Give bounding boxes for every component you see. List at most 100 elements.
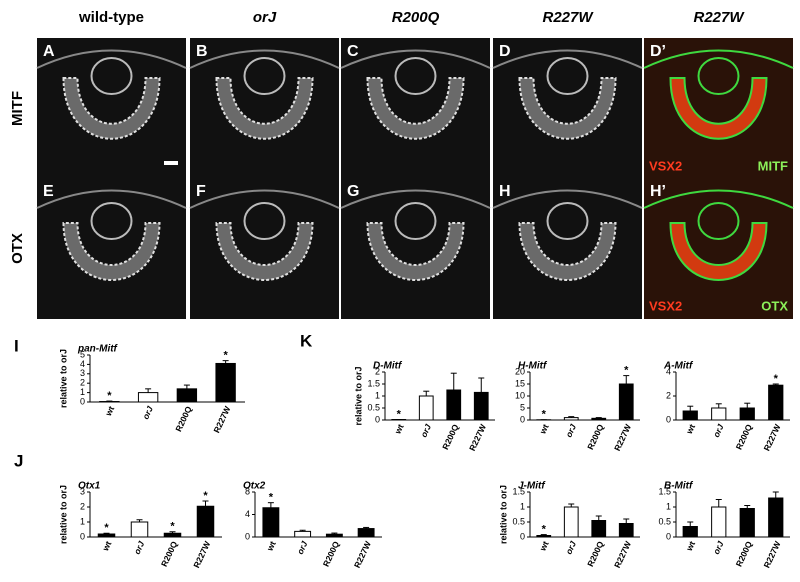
column-header: R227W: [542, 9, 594, 26]
y-tick-label: 1: [80, 516, 85, 526]
y-tick-label: 0.5: [658, 516, 671, 526]
y-tick-label: 1: [520, 501, 525, 511]
bar: [711, 506, 727, 538]
y-tick-label: 0: [666, 531, 671, 541]
y-tick-label: 5: [520, 402, 525, 412]
bar: [357, 528, 375, 538]
y-tick-label: 2: [375, 366, 380, 376]
column-header: R227W: [693, 9, 745, 26]
bar: [130, 521, 149, 538]
y-tick-label: 2: [80, 501, 85, 511]
x-tick-label: wt: [537, 539, 551, 553]
bar: [215, 362, 236, 403]
panel-letter: D’: [650, 43, 666, 60]
micrograph: [341, 178, 490, 319]
surface-ectoderm: [36, 49, 187, 69]
bar: [196, 505, 215, 538]
significance-mark: *: [223, 350, 228, 362]
y-tick-label: 0: [520, 531, 525, 541]
chart-title: J-Mitf: [518, 481, 546, 492]
x-tick-label: R200Q: [585, 539, 606, 568]
bar: [618, 383, 634, 421]
y-tick-label: 10: [515, 390, 525, 400]
x-tick-label: wt: [684, 539, 698, 553]
x-tick-label: R200Q: [173, 404, 194, 433]
bar: [418, 395, 434, 421]
micrograph: [190, 178, 339, 319]
panel-letter: A: [43, 43, 55, 60]
surface-ectoderm: [340, 49, 491, 69]
panel-letter: H’: [650, 183, 666, 200]
micrograph: [37, 178, 186, 319]
x-tick-label: orJ: [563, 539, 578, 555]
scale-bar: [164, 161, 178, 165]
y-tick-label: 0: [520, 414, 525, 424]
panel-letter: H: [499, 183, 511, 200]
x-tick-label: orJ: [140, 404, 155, 420]
significance-mark: *: [542, 524, 547, 536]
panel-letter: G: [347, 183, 359, 200]
channel-label: MITF: [758, 158, 788, 173]
x-tick-label: R227W: [352, 539, 373, 570]
row-header: OTX: [9, 233, 26, 264]
lens: [243, 57, 286, 95]
x-tick-label: R227W: [612, 422, 633, 453]
tissue-cup: [366, 77, 465, 140]
bar: [473, 391, 489, 421]
y-axis-label: relative to orJ: [498, 485, 508, 544]
surface-ectoderm: [492, 189, 643, 209]
surface-ectoderm: [189, 49, 340, 69]
panel-letter: C: [347, 43, 359, 60]
chart-title: A-Mitf: [663, 361, 694, 372]
column-header: orJ: [253, 9, 277, 26]
bar: [591, 520, 607, 538]
x-tick-label: orJ: [132, 539, 147, 555]
tissue-cup: [215, 77, 314, 140]
panel-letter: E: [43, 183, 54, 200]
surface-ectoderm: [643, 189, 794, 209]
y-tick-label: 4: [245, 509, 250, 519]
y-tick-label: 0: [666, 414, 671, 424]
y-tick-label: 0: [375, 414, 380, 424]
micrograph: [37, 38, 186, 179]
figure-label: J: [14, 451, 23, 470]
bar: [563, 506, 579, 538]
bar: [262, 507, 280, 538]
row-header: MITF: [9, 91, 26, 126]
significance-mark: *: [203, 490, 208, 502]
y-tick-label: 1: [666, 501, 671, 511]
micrograph: [190, 38, 339, 179]
chart-title: Otx2: [243, 481, 266, 492]
bar: [176, 388, 198, 403]
y-tick-label: 20: [515, 366, 525, 376]
y-tick-label: 3: [80, 368, 85, 378]
y-tick-label: 1: [375, 390, 380, 400]
column-header: R200Q: [392, 9, 440, 26]
lens: [546, 57, 589, 95]
y-tick-label: 1: [80, 387, 85, 397]
y-axis-label: relative to orJ: [58, 349, 68, 408]
significance-mark: *: [107, 390, 112, 402]
y-tick-label: 0.5: [512, 516, 525, 526]
y-tick-label: 0: [80, 396, 85, 406]
bar: [618, 523, 634, 538]
significance-mark: *: [774, 373, 779, 385]
y-axis-label: relative to orJ: [353, 366, 363, 425]
lens: [697, 202, 740, 240]
figure-label: I: [14, 336, 19, 355]
surface-ectoderm: [36, 189, 187, 209]
tissue-cup: [669, 77, 768, 140]
surface-ectoderm: [643, 49, 794, 69]
lens: [90, 57, 133, 95]
x-tick-label: R227W: [211, 404, 232, 435]
x-tick-label: wt: [103, 404, 117, 418]
bar: [591, 417, 607, 421]
y-tick-label: 5: [80, 349, 85, 359]
bar: [739, 407, 755, 421]
bar: [711, 407, 727, 421]
significance-mark: *: [170, 521, 175, 533]
panel-letter: B: [196, 43, 208, 60]
micrograph: [644, 38, 793, 179]
tissue-cup: [518, 77, 617, 140]
lens: [90, 202, 133, 240]
